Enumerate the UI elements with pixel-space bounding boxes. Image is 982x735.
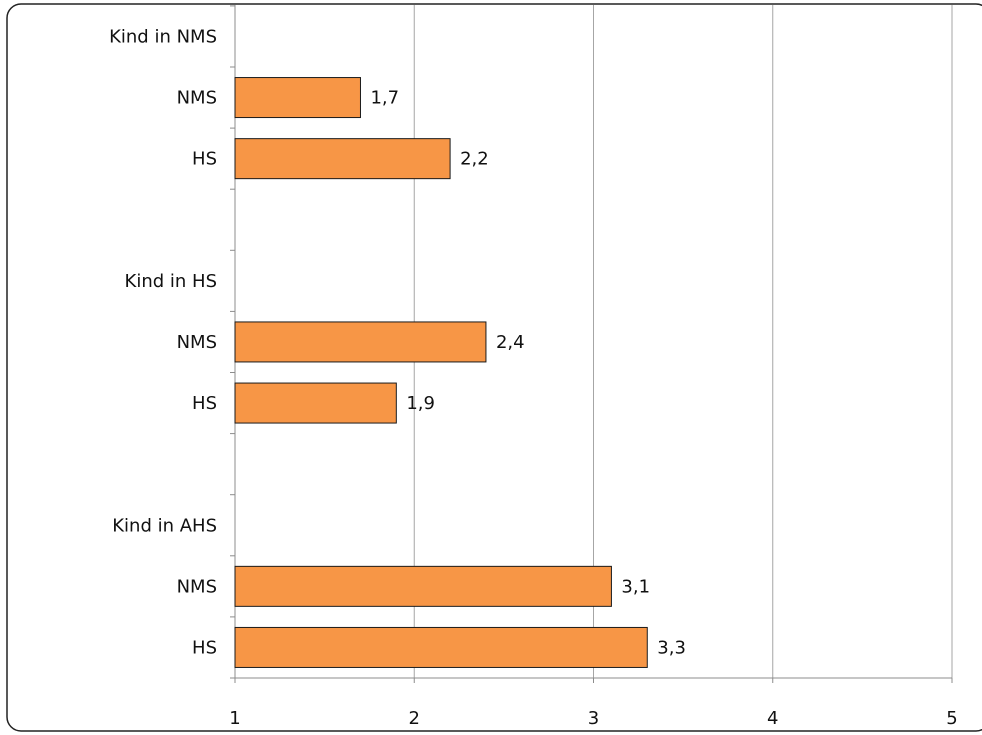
labels: 1 2 3 4 5 Kind in NMS NMS 1,7 HS 2,2 Kind in HS NMS… <box>109 26 958 729</box>
bars <box>234 77 648 668</box>
category-label: NMS <box>177 332 217 353</box>
bar-2-1 <box>234 626 648 668</box>
bar-1-0 <box>234 321 487 363</box>
category-label: HS <box>192 149 217 170</box>
data-label: 2,2 <box>460 149 489 170</box>
chart-frame <box>6 3 982 732</box>
x-tick-label: 2 <box>409 708 420 729</box>
data-label: 1,7 <box>370 88 399 109</box>
data-label: 2,4 <box>496 332 525 353</box>
x-tick-label: 1 <box>229 708 240 729</box>
category-label: NMS <box>177 88 217 109</box>
category-label: HS <box>192 637 217 658</box>
bar-1-1 <box>234 382 397 424</box>
x-tick-label: 5 <box>946 708 957 729</box>
category-label: NMS <box>177 576 217 597</box>
bar-2-0 <box>234 565 612 607</box>
data-label: 1,9 <box>406 393 435 414</box>
group-label: Kind in AHS <box>112 515 217 536</box>
data-label: 3,1 <box>621 576 650 597</box>
data-label: 3,3 <box>657 637 686 658</box>
group-label: Kind in NMS <box>109 26 217 47</box>
category-label: HS <box>192 393 217 414</box>
x-tick-label: 4 <box>767 708 778 729</box>
group-label: Kind in HS <box>125 271 217 292</box>
bar-0-1 <box>234 138 451 180</box>
x-tick-label: 3 <box>588 708 599 729</box>
bar-0-0 <box>234 77 361 119</box>
